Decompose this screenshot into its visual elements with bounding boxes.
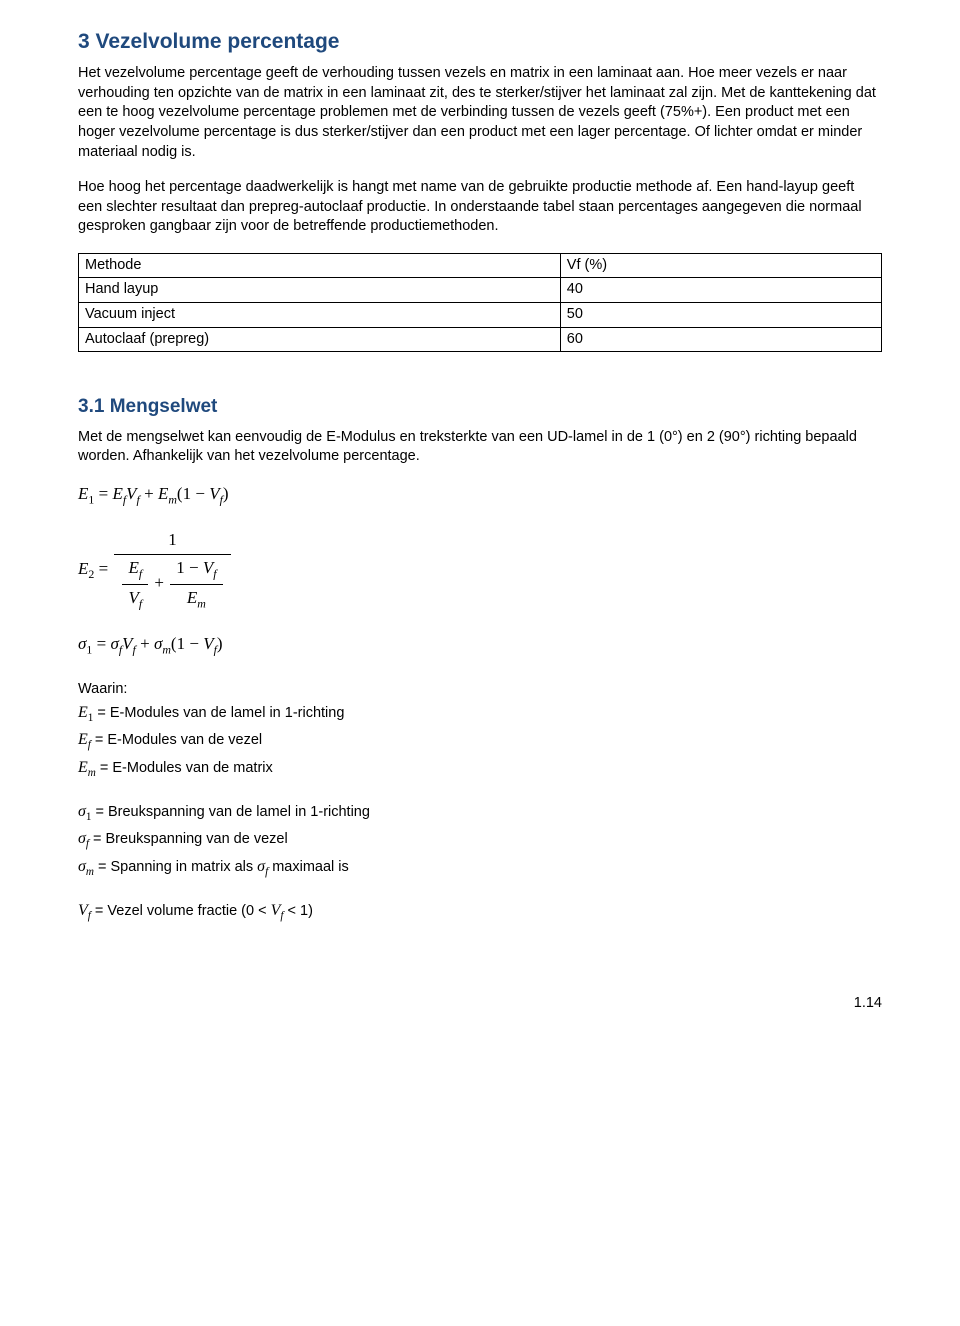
table-row: Methode Vf (%) <box>79 253 882 278</box>
section-heading: 3 Vezelvolume percentage <box>78 28 882 56</box>
paragraph-3: Met de mengselwet kan eenvoudig de E-Mod… <box>78 428 882 467</box>
where-line: E1 = E-Modules van de lamel in 1-richtin… <box>78 702 882 726</box>
table-cell: 60 <box>560 327 881 352</box>
table-header-method: Methode <box>79 253 561 278</box>
where-title: Waarin: <box>78 680 882 700</box>
table-header-vf: Vf (%) <box>560 253 881 278</box>
where-line: σ1 = Breukspanning van de lamel in 1-ric… <box>78 801 882 825</box>
formula-e1: E1 = EfVf + Em(1 − Vf) <box>78 483 882 507</box>
table-row: Autoclaaf (prepreg) 60 <box>79 327 882 352</box>
formula-sigma1: σ1 = σfVf + σm(1 − Vf) <box>78 633 882 657</box>
vf-table: Methode Vf (%) Hand layup 40 Vacuum inje… <box>78 253 882 352</box>
table-row: Hand layup 40 <box>79 278 882 303</box>
paragraph-1: Het vezelvolume percentage geeft de verh… <box>78 64 882 162</box>
table-cell: 40 <box>560 278 881 303</box>
table-cell: Autoclaaf (prepreg) <box>79 327 561 352</box>
where-line: Vf = Vezel volume fractie (0 < Vf < 1) <box>78 900 882 924</box>
paragraph-2: Hoe hoog het percentage daadwerkelijk is… <box>78 178 882 237</box>
formula-e2: E2 = 1 Ef Vf + 1 − Vf Em <box>78 529 882 611</box>
where-line: Em = E-Modules van de matrix <box>78 757 882 781</box>
table-cell: Hand layup <box>79 278 561 303</box>
table-cell: 50 <box>560 302 881 327</box>
where-line: σf = Breukspanning van de vezel <box>78 828 882 852</box>
subsection-heading: 3.1 Mengselwet <box>78 394 882 420</box>
table-row: Vacuum inject 50 <box>79 302 882 327</box>
where-line: Ef = E-Modules van de vezel <box>78 729 882 753</box>
table-cell: Vacuum inject <box>79 302 561 327</box>
page-number: 1.14 <box>78 994 882 1014</box>
where-line: σm = Spanning in matrix als σf maximaal … <box>78 856 882 880</box>
where-block: Waarin: E1 = E-Modules van de lamel in 1… <box>78 680 882 925</box>
